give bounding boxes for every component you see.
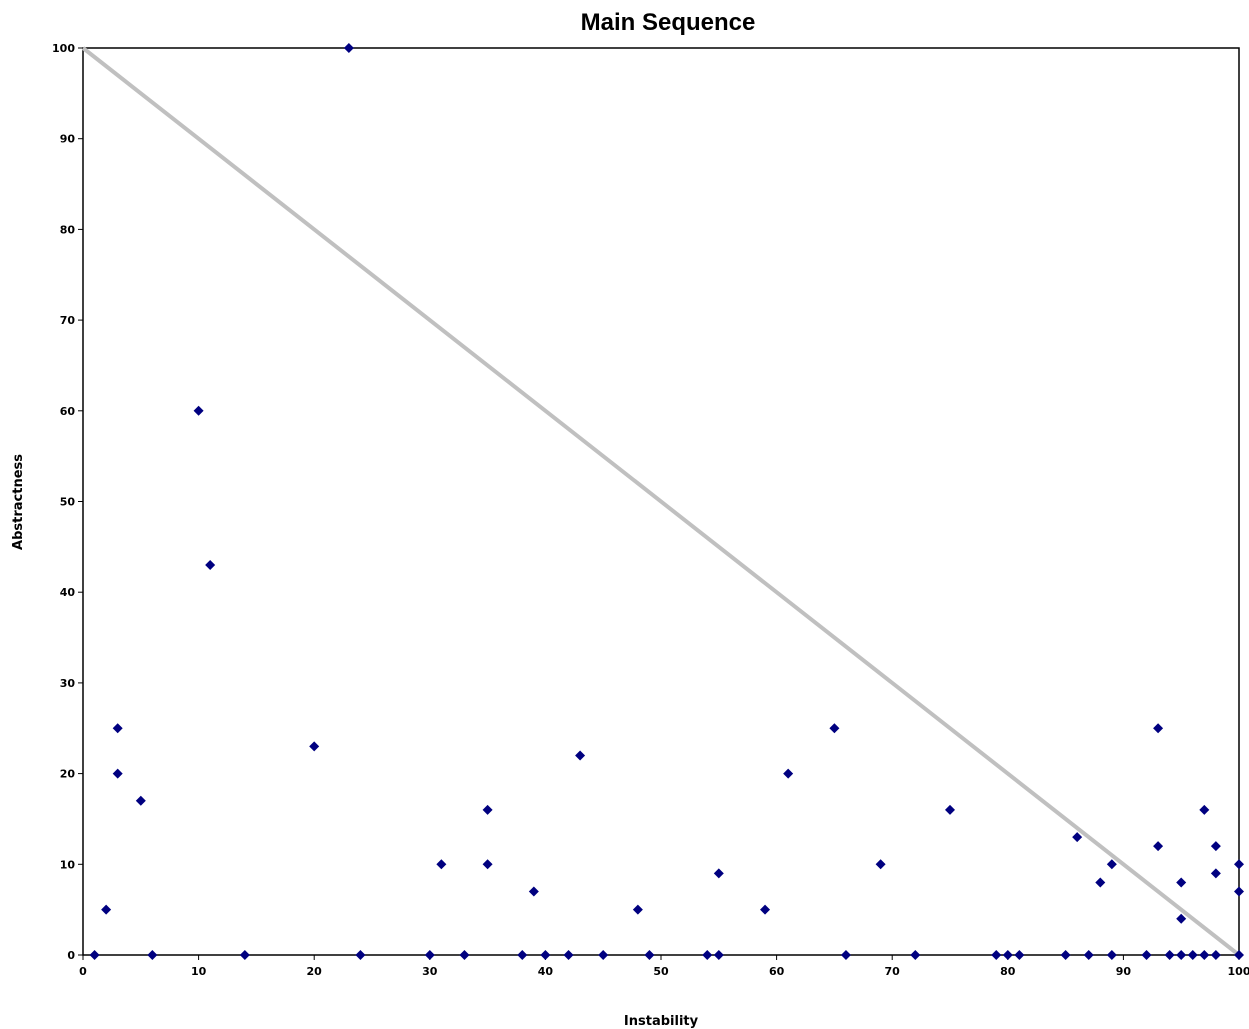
x-tick-label: 10 bbox=[191, 965, 207, 978]
data-point bbox=[1014, 950, 1025, 960]
data-point bbox=[147, 950, 158, 960]
y-tick-label: 40 bbox=[60, 586, 76, 599]
data-point bbox=[829, 723, 840, 734]
data-point bbox=[1141, 950, 1152, 960]
data-point bbox=[135, 795, 146, 806]
x-tick-label: 90 bbox=[1116, 965, 1132, 978]
data-point bbox=[644, 950, 655, 960]
data-point bbox=[1106, 859, 1117, 870]
x-axis-label: Instability bbox=[624, 1014, 699, 1029]
data-point bbox=[1199, 804, 1210, 815]
data-point bbox=[945, 804, 955, 815]
data-point bbox=[1234, 950, 1244, 960]
data-point bbox=[517, 950, 528, 960]
data-point bbox=[436, 859, 447, 870]
data-point bbox=[1210, 841, 1221, 852]
data-point bbox=[713, 868, 724, 879]
data-point bbox=[193, 405, 204, 416]
data-point bbox=[1072, 832, 1083, 843]
data-point bbox=[101, 904, 112, 915]
x-tick-label: 100 bbox=[1228, 965, 1249, 978]
data-point bbox=[1083, 950, 1094, 960]
x-tick-label: 70 bbox=[885, 965, 901, 978]
data-point bbox=[1234, 859, 1244, 870]
data-point bbox=[991, 950, 1002, 960]
data-point bbox=[482, 859, 493, 870]
data-point bbox=[1095, 877, 1106, 888]
data-point bbox=[632, 904, 643, 915]
data-point bbox=[1199, 950, 1210, 960]
main-sequence-line bbox=[81, 46, 1241, 957]
data-point bbox=[540, 950, 551, 960]
y-tick-label: 0 bbox=[67, 949, 75, 962]
x-tick-label: 30 bbox=[422, 965, 438, 978]
data-point bbox=[343, 43, 354, 53]
data-point bbox=[1234, 886, 1244, 897]
data-point bbox=[1060, 950, 1071, 960]
x-tick-label: 40 bbox=[538, 965, 554, 978]
data-point bbox=[563, 950, 574, 960]
data-point bbox=[840, 950, 851, 960]
data-point bbox=[309, 741, 320, 752]
data-point bbox=[1176, 950, 1187, 960]
data-point bbox=[205, 559, 216, 570]
data-point bbox=[112, 768, 123, 779]
chart-title: Main Sequence bbox=[581, 9, 756, 36]
data-point bbox=[1164, 950, 1175, 960]
y-axis: 0 10 20 30 40 50 60 70 80 90 100 bbox=[52, 42, 83, 962]
x-tick-label: 20 bbox=[307, 965, 323, 978]
y-tick-label: 50 bbox=[60, 496, 76, 509]
x-axis: 0 10 20 30 40 50 60 70 80 90 100 bbox=[79, 955, 1249, 978]
data-point bbox=[112, 723, 123, 734]
y-tick-label: 70 bbox=[60, 314, 76, 327]
y-tick-label: 90 bbox=[60, 133, 76, 146]
data-points bbox=[89, 43, 1244, 960]
y-axis-label: Abstractness bbox=[11, 454, 26, 550]
data-point bbox=[459, 950, 470, 960]
data-point bbox=[1187, 950, 1198, 960]
data-point bbox=[1106, 950, 1117, 960]
data-point bbox=[239, 950, 250, 960]
y-tick-label: 30 bbox=[60, 677, 76, 690]
data-point bbox=[875, 859, 886, 870]
data-point bbox=[89, 950, 100, 960]
data-point bbox=[355, 950, 366, 960]
x-tick-label: 50 bbox=[653, 965, 669, 978]
data-point bbox=[1210, 950, 1221, 960]
data-point bbox=[575, 750, 586, 761]
y-tick-label: 20 bbox=[60, 768, 76, 781]
data-point bbox=[713, 950, 724, 960]
x-tick-label: 80 bbox=[1000, 965, 1016, 978]
data-point bbox=[1153, 723, 1164, 734]
data-point bbox=[528, 886, 539, 897]
data-point bbox=[1002, 950, 1013, 960]
x-tick-label: 0 bbox=[79, 965, 87, 978]
data-point bbox=[424, 950, 435, 960]
data-point bbox=[783, 768, 794, 779]
data-point bbox=[910, 950, 921, 960]
x-tick-label: 60 bbox=[769, 965, 785, 978]
y-tick-label: 80 bbox=[60, 223, 76, 236]
data-point bbox=[702, 950, 713, 960]
data-point bbox=[760, 904, 771, 915]
data-point bbox=[482, 804, 493, 815]
data-point bbox=[1176, 877, 1187, 888]
y-tick-label: 10 bbox=[60, 858, 76, 871]
data-point bbox=[1210, 868, 1221, 879]
data-point bbox=[1153, 841, 1164, 852]
data-point bbox=[598, 950, 609, 960]
data-point bbox=[1176, 913, 1187, 924]
y-tick-label: 60 bbox=[60, 405, 76, 418]
y-tick-label: 100 bbox=[52, 42, 75, 55]
